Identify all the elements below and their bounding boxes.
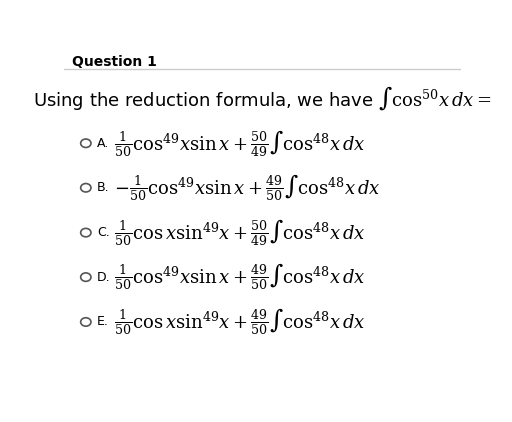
Text: $\frac{1}{50}\cos x\sin^{49}\!x+\frac{49}{50}\int \cos^{48}\!x\,dx$: $\frac{1}{50}\cos x\sin^{49}\!x+\frac{49… [114, 307, 365, 337]
Text: Using the reduction formula, we have $\int \cos^{50}\!x\,dx=$: Using the reduction formula, we have $\i… [33, 84, 492, 111]
Text: $\frac{1}{50}\cos^{49}\!x\sin x+\frac{50}{49}\int \cos^{48}\!x\,dx$: $\frac{1}{50}\cos^{49}\!x\sin x+\frac{50… [114, 128, 365, 159]
Text: $-\frac{1}{50}\cos^{49}\!x\sin x+\frac{49}{50}\int \cos^{48}\!x\,dx$: $-\frac{1}{50}\cos^{49}\!x\sin x+\frac{4… [114, 173, 380, 203]
Text: D.: D. [97, 271, 111, 284]
Text: $\frac{1}{50}\cos^{49}\!x\sin x+\frac{49}{50}\int \cos^{48}\!x\,dx$: $\frac{1}{50}\cos^{49}\!x\sin x+\frac{49… [114, 262, 365, 292]
Text: Question 1: Question 1 [72, 55, 157, 69]
Text: C.: C. [97, 226, 110, 239]
Text: A.: A. [97, 137, 109, 150]
Text: E.: E. [97, 316, 109, 328]
Text: B.: B. [97, 181, 110, 194]
Text: $\frac{1}{50}\cos x\sin^{49}\!x+\frac{50}{49}\int \cos^{48}\!x\,dx$: $\frac{1}{50}\cos x\sin^{49}\!x+\frac{50… [114, 217, 365, 248]
